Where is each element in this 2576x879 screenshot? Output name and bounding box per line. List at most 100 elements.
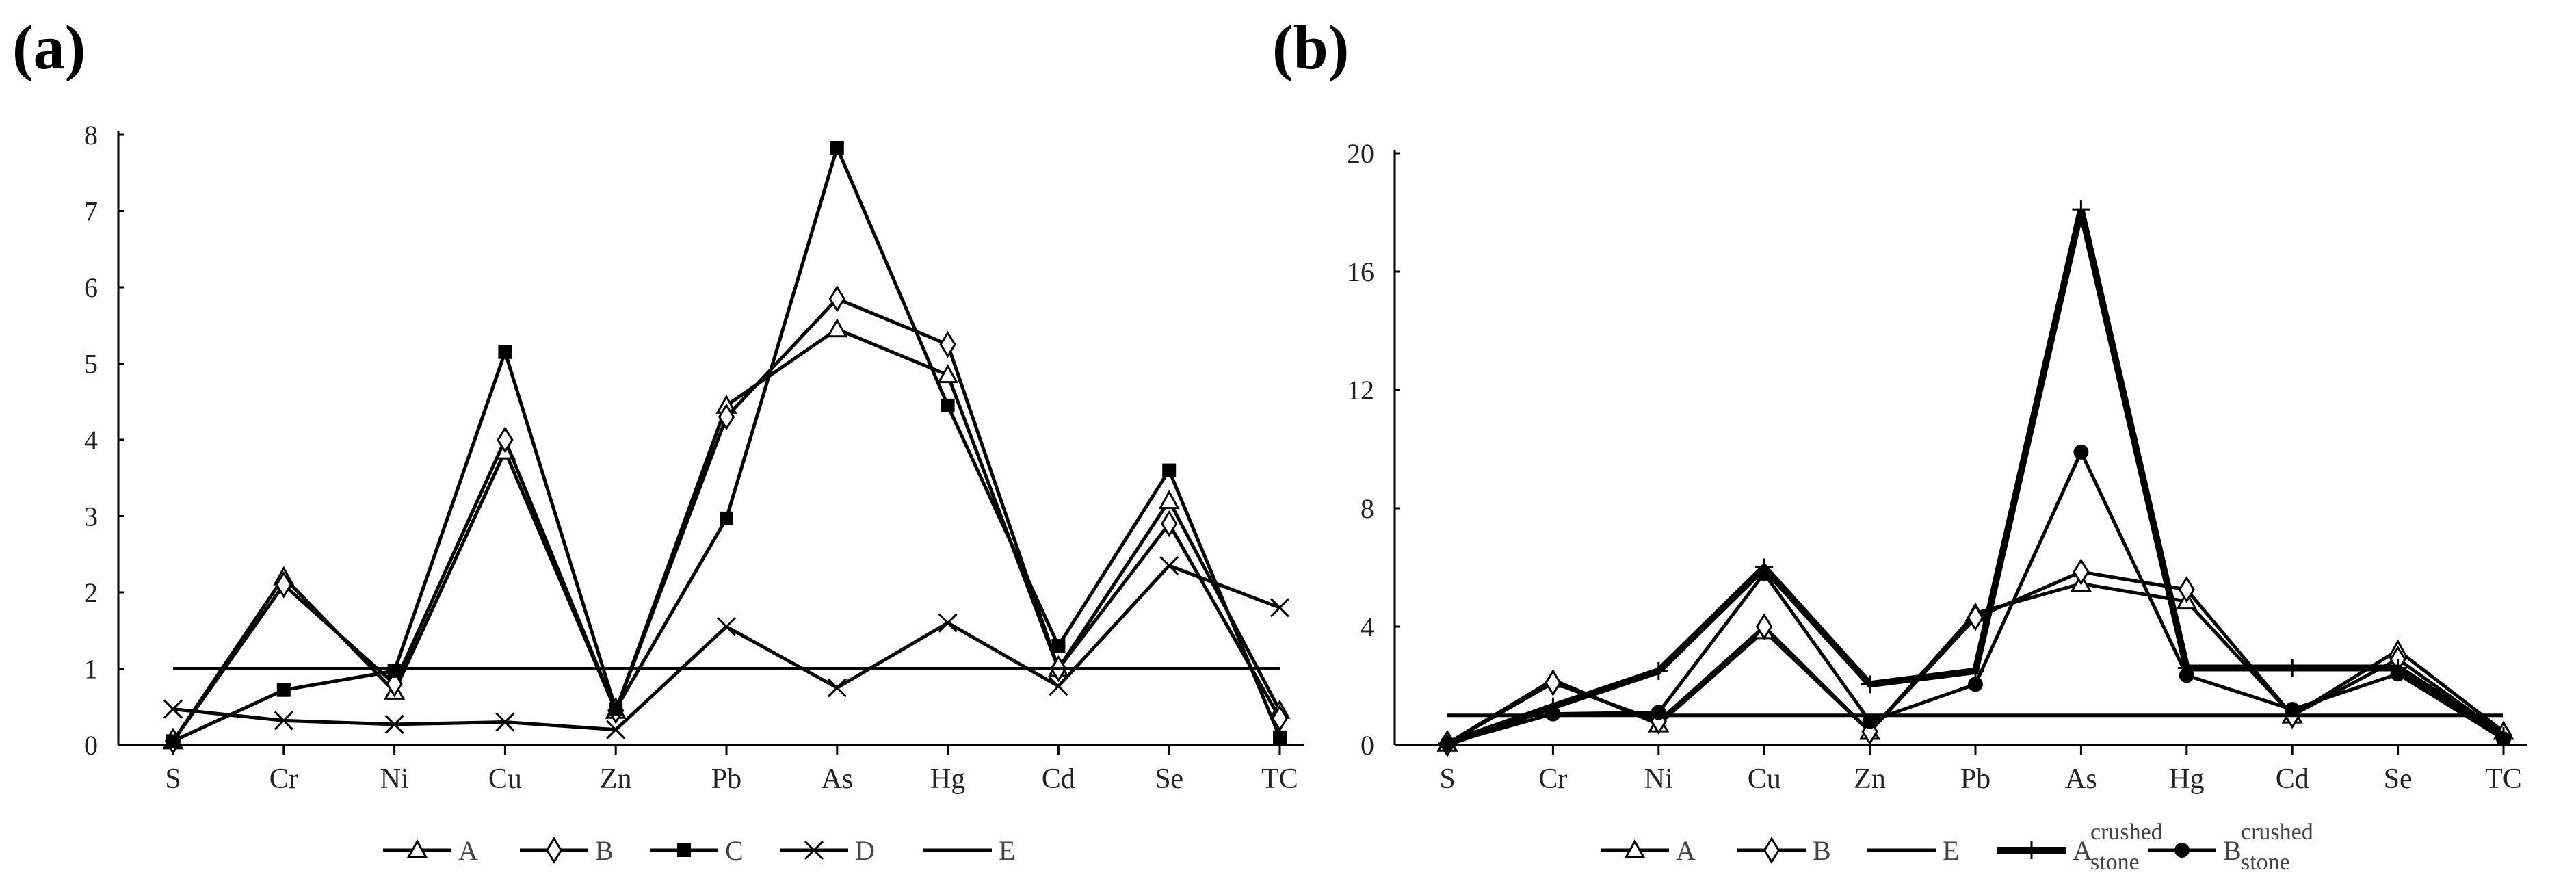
- x-tick-label: Hg: [2169, 763, 2204, 795]
- x-tick-label: Se: [2384, 763, 2413, 795]
- x-tick-label: As: [2065, 763, 2097, 795]
- panel-label-b: (b): [1272, 12, 1349, 82]
- data-point: [2072, 200, 2090, 219]
- data-point: [609, 702, 623, 716]
- chart-panel-a: 0 1 2 3 4 5 6 7 8 S Cr Ni Cu Zn Pb As Hg Cd Se TC A B C D E: [84, 120, 1304, 866]
- legend-label: E: [1943, 835, 1959, 866]
- chart-panel-b: 0 4 8 12 16 20 S Cr Ni Cu Zn Pb As Hg Cd Se TC A B E Acrushe…: [1347, 138, 2527, 875]
- data-point: [720, 511, 733, 525]
- data-point: [1968, 677, 1983, 692]
- data-point: [2390, 666, 2406, 682]
- x-tick-label: S: [1439, 763, 1455, 795]
- data-point: [2073, 558, 2090, 586]
- data-point: [1861, 718, 1878, 746]
- y-tick-label: 20: [1347, 138, 1374, 169]
- series-a-crushed-stone: [1438, 200, 2512, 752]
- data-point: [1270, 598, 1290, 618]
- data-point: [497, 426, 514, 454]
- x-tick-label: Pb: [1960, 763, 1990, 795]
- y-tick-label: 8: [1361, 493, 1374, 524]
- y-tick-label: 5: [84, 349, 98, 380]
- data-point: [1158, 490, 1180, 510]
- data-point: [384, 714, 404, 734]
- legend-marker: [1624, 839, 1646, 858]
- series-c: [166, 140, 1287, 748]
- series-d: [163, 555, 1290, 739]
- x-tick-label: Zn: [600, 763, 632, 795]
- series-b: [164, 285, 1289, 755]
- legend-item: A: [1601, 835, 1696, 866]
- data-point: [163, 699, 183, 719]
- series-line: [1447, 447, 2505, 746]
- y-tick-label: 1: [84, 654, 98, 685]
- x-tick-label: Cr: [270, 763, 298, 795]
- legend-item: B: [520, 835, 614, 866]
- x-tick-label: Ni: [1644, 763, 1673, 795]
- legend-marker: [677, 843, 691, 857]
- y-tick-label: 6: [84, 272, 98, 303]
- y-tick-label: 4: [1361, 612, 1374, 642]
- data-point: [1271, 705, 1289, 732]
- x-tick-label: TC: [2485, 763, 2522, 795]
- legend-marker: [406, 839, 428, 858]
- data-point: [2178, 576, 2195, 603]
- data-point: [941, 398, 955, 412]
- x-tick-label: Cu: [1748, 763, 1781, 795]
- y-tick-label: 12: [1347, 375, 1374, 406]
- data-point: [1649, 661, 1668, 680]
- legend-label-superscript: crushed: [2241, 819, 2313, 845]
- data-point: [828, 285, 845, 313]
- legend-item: A: [383, 835, 478, 866]
- data-point: [498, 345, 512, 359]
- x-tick-label: Cd: [2276, 763, 2309, 795]
- data-point: [938, 613, 958, 633]
- x-tick-label: Cr: [1538, 763, 1567, 795]
- data-point: [1861, 675, 1879, 694]
- x-tick-label: Ni: [380, 763, 409, 795]
- legend-label-subscript: stone: [2241, 850, 2290, 875]
- y-tick-label: 2: [84, 577, 98, 608]
- legend-label: B: [2223, 835, 2242, 866]
- x-tick-label: As: [821, 763, 853, 795]
- x-tick-label: Se: [1155, 763, 1183, 795]
- data-point: [830, 140, 844, 155]
- data-point: [166, 734, 180, 748]
- data-point: [1756, 613, 1773, 640]
- y-tick-label: 3: [84, 501, 98, 532]
- data-point: [1757, 566, 1772, 581]
- data-point: [718, 403, 735, 431]
- data-point: [1862, 713, 1878, 729]
- y-tick-label: 7: [84, 196, 98, 227]
- legend-label: D: [855, 835, 875, 866]
- data-point: [1051, 639, 1066, 653]
- data-point: [1159, 555, 1179, 576]
- data-point: [1545, 706, 1561, 722]
- legend-marker: [2174, 843, 2190, 858]
- series-a: [162, 318, 1291, 750]
- data-point: [1545, 669, 1562, 696]
- data-point: [2179, 668, 2194, 683]
- legend-item: C: [650, 835, 744, 866]
- data-point: [716, 617, 737, 637]
- legend-item: D: [780, 835, 875, 866]
- data-point: [495, 712, 515, 732]
- data-point: [1049, 677, 1068, 696]
- x-tick-label: Pb: [711, 763, 741, 795]
- data-point: [274, 711, 293, 731]
- y-tick-label: 0: [84, 730, 98, 761]
- x-tick-label: Hg: [930, 763, 965, 795]
- legend-label: E: [999, 835, 1015, 866]
- series-line: [172, 142, 1282, 743]
- legend-marker: [804, 840, 824, 861]
- data-point: [2283, 659, 2302, 677]
- series-b-crushed-stone: [1440, 444, 2511, 751]
- y-tick-label: 4: [84, 425, 98, 456]
- data-point: [1161, 510, 1178, 538]
- series-line: [172, 564, 1280, 732]
- legend-item: E: [923, 835, 1015, 866]
- x-tick-label: Zn: [1854, 763, 1886, 795]
- data-point: [1651, 705, 1666, 720]
